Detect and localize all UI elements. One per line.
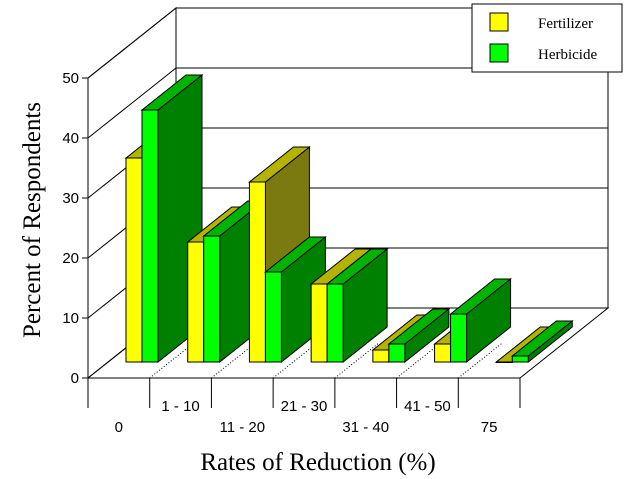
y-tick-label: 10 — [62, 310, 79, 327]
floor-divider — [457, 342, 503, 379]
gridline-side — [87, 7, 177, 79]
bar-front — [310, 283, 328, 363]
bar-front — [434, 343, 452, 363]
x-tick-label: 21 - 30 — [281, 398, 328, 415]
legend: Fertilizer Herbicide — [471, 3, 623, 73]
bar-herbicide-3 — [325, 247, 389, 364]
bars — [124, 73, 574, 364]
bar-front — [495, 361, 513, 363]
y-tick-label: 50 — [62, 70, 79, 87]
floor-divider — [396, 342, 441, 379]
y-tick-label: 40 — [62, 130, 79, 147]
bar-front — [125, 157, 143, 363]
x-tick-label: 75 — [481, 419, 498, 436]
y-tick-label: 0 — [71, 370, 79, 387]
legend-swatch-fertilizer — [489, 12, 509, 32]
x-tick-label: 31 - 40 — [342, 419, 389, 436]
floor-divider — [334, 342, 380, 379]
bar-herbicide-5 — [449, 277, 513, 364]
y-tick-label: 20 — [62, 250, 79, 267]
bar-herbicide-4 — [387, 307, 451, 364]
bar-front — [264, 271, 282, 363]
floor-divider — [149, 342, 195, 379]
x-axis-title: Rates of Reduction (%) — [200, 449, 435, 476]
legend-label-fertilizer: Fertilizer — [538, 16, 593, 32]
bar-front — [450, 313, 468, 363]
floor-divider — [272, 342, 318, 379]
bar-front — [248, 181, 266, 363]
bar-herbicide-6 — [510, 319, 574, 364]
bar-herbicide-2 — [263, 235, 327, 364]
y-axis-title: Percent of Respondents — [19, 102, 46, 338]
x-tick-label: 11 - 20 — [219, 419, 265, 436]
floor-divider — [211, 342, 256, 379]
bar-front — [203, 235, 221, 363]
x-tick-label: 1 - 10 — [161, 398, 199, 415]
bar-front — [511, 355, 529, 363]
y-axis: 0 10 20 30 40 50 — [62, 70, 89, 387]
gridline-side — [87, 67, 177, 139]
bar-front — [187, 241, 205, 363]
bar-front — [372, 349, 390, 363]
legend-label-herbicide: Herbicide — [538, 47, 597, 63]
x-tick-label: 41 - 50 — [404, 398, 451, 415]
x-tick-label: 0 — [115, 419, 123, 436]
bar-front — [141, 109, 159, 363]
legend-swatch-herbicide — [489, 43, 509, 63]
bar-front — [326, 283, 344, 363]
y-tick-label: 30 — [62, 190, 79, 207]
x-axis: 0 1 - 10 11 - 20 21 - 30 31 - 40 41 - 50 75 — [87, 342, 521, 436]
bar-front — [388, 343, 406, 363]
